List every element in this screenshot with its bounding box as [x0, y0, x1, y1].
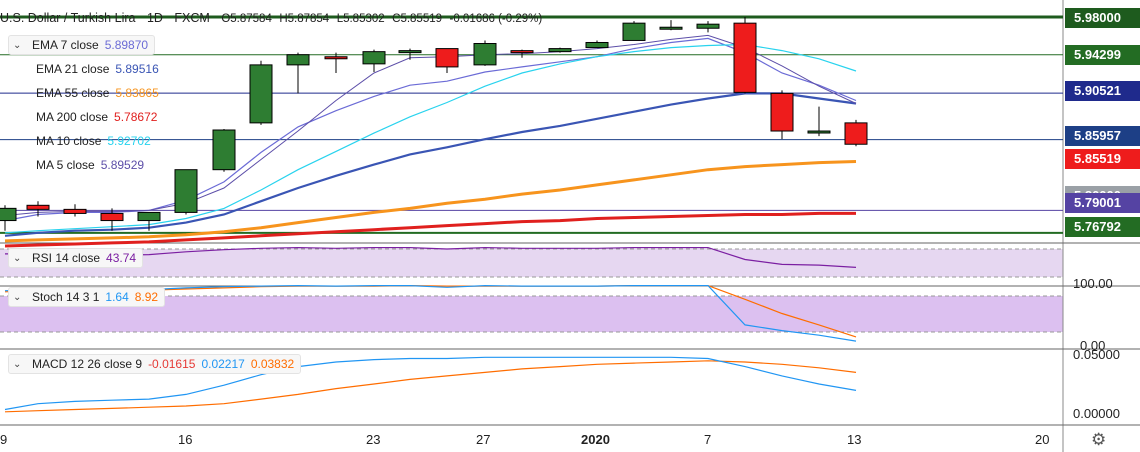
price-tag-590521[interactable]: 5.90521 — [1065, 81, 1140, 101]
stoch-axis-0: 0.00 — [1080, 338, 1106, 353]
legend-value: 5.92702 — [107, 134, 151, 148]
candle-body — [324, 56, 348, 60]
gear-icon[interactable]: ⚙ — [1091, 430, 1107, 449]
x-tick-7: 7 — [704, 432, 712, 447]
x-tick-13: 13 — [847, 432, 862, 447]
stoch-label[interactable]: ⌄ Stoch 14 3 1 1.64 8.92 — [8, 287, 166, 307]
legend-label: MA 10 close — [36, 134, 102, 148]
price-tag-585957[interactable]: 5.85957 — [1065, 126, 1140, 146]
rsi-value: 43.74 — [106, 251, 137, 265]
ohlc-high: H5.87854 — [279, 13, 330, 25]
chevron-down-icon[interactable]: ⌄ — [13, 291, 22, 303]
macd-title: MACD 12 26 close 9 — [32, 357, 143, 371]
legend-label: EMA 7 close — [32, 38, 99, 52]
rsi-label[interactable]: ⌄ RSI 14 close 43.74 — [8, 248, 144, 268]
price-tag-579001[interactable]: 5.79001 — [1065, 193, 1140, 213]
ohlc-open: O5.87584 — [221, 13, 272, 25]
x-tick-23: 23 — [366, 432, 381, 447]
source-label: FXCM — [174, 11, 210, 25]
stoch-band — [0, 296, 1063, 332]
macd-signal-line — [4, 360, 857, 413]
legend-label: MA 5 close — [36, 158, 95, 172]
candle-body — [770, 92, 794, 132]
candle-body — [362, 51, 386, 65]
symbol-title[interactable]: U.S. Dollar / Turkish Lira — [0, 11, 136, 25]
macd-label[interactable]: ⌄ MACD 12 26 close 9 -0.01615 0.02217 0.… — [8, 354, 302, 374]
price-tag-current[interactable]: 5.85519 — [1065, 149, 1140, 169]
chevron-down-icon[interactable]: ⌄ — [13, 252, 22, 264]
series-line — [4, 211, 856, 248]
x-tick-16: 16 — [178, 432, 193, 447]
legend-label: EMA 55 close — [36, 86, 110, 100]
chart-header: U.S. Dollar / Turkish Lira 1D FXCM O5.87… — [0, 11, 542, 25]
legend-row-ema55[interactable]: EMA 55 close 5.83865 — [8, 81, 159, 105]
candle-body — [696, 23, 720, 29]
legend-value: 5.89870 — [104, 38, 149, 52]
series-line — [4, 92, 857, 237]
price-tag-576792[interactable]: 5.76792 — [1065, 217, 1140, 237]
interval-label[interactable]: 1D — [146, 11, 163, 25]
rsi-band — [0, 249, 1063, 277]
legend-label: EMA 21 close — [36, 62, 110, 76]
candle-body — [473, 43, 497, 66]
stoch-k-value: 1.64 — [105, 290, 129, 304]
candle-body — [844, 122, 868, 145]
candle-body — [174, 169, 198, 213]
legend-label: MA 200 close — [36, 110, 109, 124]
ohlc-close: C5.85519 — [392, 13, 443, 25]
x-tick-27: 27 — [476, 432, 491, 447]
macd-value: -0.01615 — [148, 357, 196, 371]
legend-row-ma200[interactable]: MA 200 close 5.78672 — [8, 105, 159, 129]
stoch-axis-100: 100.00 — [1073, 276, 1113, 291]
candle-body — [212, 129, 236, 171]
price-tag-580000: 5.80000 — [1065, 186, 1140, 195]
candle-body — [286, 54, 310, 66]
x-tick-9: 9 — [0, 432, 8, 447]
legend-value: 5.78672 — [114, 110, 158, 124]
indicator-legend: ⌄ EMA 7 close 5.89870 EMA 21 close 5.895… — [8, 33, 159, 177]
macd-hist-value: 0.03832 — [250, 357, 295, 371]
candle-body — [733, 22, 757, 93]
ohlc-low: L5.85302 — [336, 13, 385, 25]
candle-body — [137, 211, 161, 222]
candle-body — [435, 48, 459, 68]
candle-body — [659, 26, 683, 30]
candle-body — [585, 41, 609, 49]
series-line — [4, 160, 857, 243]
chevron-down-icon[interactable]: ⌄ — [13, 358, 22, 370]
legend-value: 5.89529 — [100, 158, 145, 172]
candle-body — [0, 207, 17, 222]
legend-row-ma5[interactable]: MA 5 close 5.89529 — [8, 153, 159, 177]
chevron-down-icon[interactable]: ⌄ — [13, 39, 22, 51]
candle-body — [100, 212, 124, 222]
candle-body — [26, 204, 50, 210]
series-line — [4, 43, 857, 234]
stoch-title: Stoch 14 3 1 — [32, 290, 100, 304]
candle-body — [63, 208, 87, 214]
price-tag-594299[interactable]: 5.94299 — [1065, 45, 1140, 65]
x-tick-20: 20 — [1035, 432, 1050, 447]
candle-body — [510, 50, 534, 54]
stoch-d-value: 8.92 — [134, 290, 159, 304]
legend-row-ema7[interactable]: ⌄ EMA 7 close 5.89870 — [8, 33, 159, 57]
legend-row-ema21[interactable]: EMA 21 close 5.89516 — [8, 57, 159, 81]
candle-body — [807, 130, 831, 134]
macd-axis-0: 0.00000 — [1073, 406, 1120, 421]
legend-value: 5.83865 — [115, 86, 159, 100]
candle-body — [548, 48, 572, 53]
legend-value: 5.89516 — [115, 62, 159, 76]
candle-body — [398, 50, 422, 54]
ohlc-change: -0.01686 (-0.29%) — [449, 13, 543, 25]
series-line — [4, 34, 857, 216]
macd-axis-005: 0.05000 — [1073, 347, 1120, 362]
macd-signal-value: 0.02217 — [201, 357, 245, 371]
legend-row-ma10[interactable]: MA 10 close 5.92702 — [8, 129, 159, 153]
candle-body — [622, 22, 646, 41]
x-tick-2020: 2020 — [581, 432, 610, 447]
candle-body — [249, 64, 273, 124]
rsi-title: RSI 14 close — [32, 251, 101, 265]
macd-line — [4, 356, 857, 411]
price-tag-598000[interactable]: 5.98000 — [1065, 8, 1140, 28]
